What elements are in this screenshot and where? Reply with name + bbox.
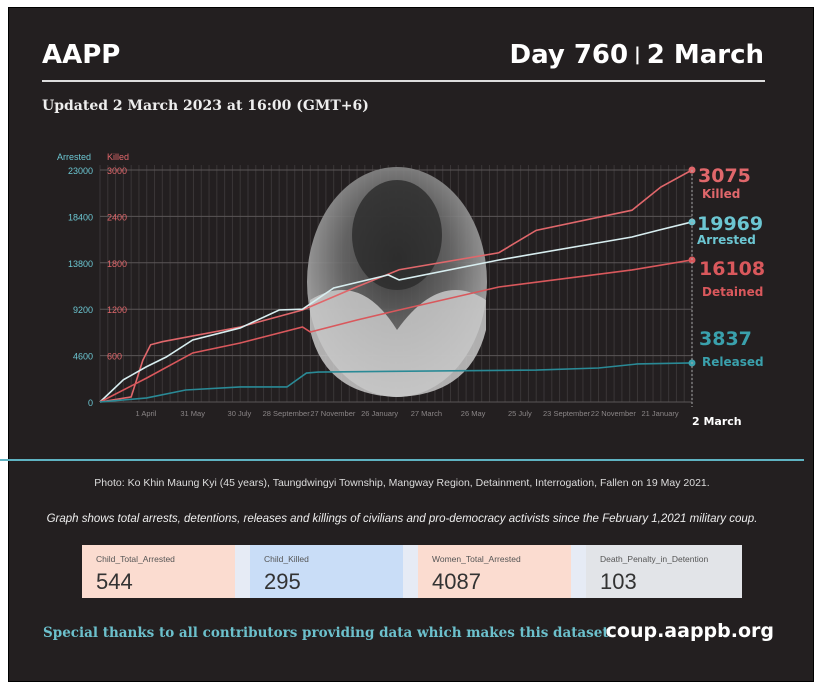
day-date: 2 March — [646, 40, 764, 70]
x-tick-label: 28 September — [263, 409, 311, 418]
end-value-arrested: 19969 — [697, 213, 763, 235]
x-tick-label: 23 September — [543, 409, 591, 418]
right-axis-title: Killed — [107, 152, 129, 162]
card-child-killed: Child_Killed 295 — [250, 545, 403, 598]
right-tick-label: 1200 — [107, 305, 127, 315]
x-tick-label: 30 July — [228, 409, 252, 418]
cumulative-chart: 0 4600 9200 13800 18400 23000 600 1200 1800 2400 3… — [57, 152, 765, 428]
end-date-label: 2 March — [692, 415, 742, 428]
x-tick-label: 27 March — [411, 409, 442, 418]
right-tick-label: 2400 — [107, 212, 127, 222]
card-women-total-arrested: Women_Total_Arrested 4087 — [418, 545, 571, 598]
left-tick-label: 9200 — [73, 305, 93, 315]
card-value: 103 — [600, 569, 637, 594]
series-endpoint-arrested — [688, 218, 696, 226]
graph-caption: Graph shows total arrests, detentions, r… — [46, 513, 758, 525]
card-death-penalty: Death_Penalty_in_Detention 103 — [586, 545, 742, 598]
separator: | — [634, 44, 641, 65]
x-tick-label: 1 April — [136, 409, 157, 418]
left-tick-label: 4600 — [73, 352, 93, 362]
end-value-detained: 16108 — [699, 258, 765, 280]
card-label: Child_Total_Arrested — [96, 554, 175, 564]
end-label-detained: Detained — [702, 285, 763, 299]
day-number: Day 760 — [509, 40, 629, 70]
card-label: Child_Killed — [264, 554, 309, 564]
left-tick-label: 13800 — [68, 259, 93, 269]
right-tick-label: 1800 — [107, 259, 127, 269]
day-counter: Day 760 | 2 March — [510, 40, 765, 70]
end-label-killed: Killed — [702, 187, 740, 201]
x-tick-label: 26 January — [361, 409, 398, 418]
end-value-killed: 3075 — [698, 165, 751, 187]
x-tick-label: 21 January — [642, 409, 679, 418]
card-value: 4087 — [432, 569, 481, 594]
series-line-killed — [99, 169, 693, 403]
card-label: Death_Penalty_in_Detention — [600, 554, 709, 564]
card-value: 295 — [264, 569, 301, 594]
left-tick-label: 23000 — [68, 166, 93, 176]
card-child-total-arrested: Child_Total_Arrested 544 — [82, 545, 235, 598]
website-link[interactable]: coup.aappb.org — [605, 620, 774, 642]
x-tick-label: 31 May — [180, 409, 205, 418]
x-tick-label: 22 November — [591, 409, 637, 418]
series-line-released — [99, 362, 693, 403]
left-axis-title: Arrested — [57, 152, 91, 162]
x-tick-label: 26 May — [461, 409, 486, 418]
end-value-released: 3837 — [699, 328, 752, 350]
section-divider — [0, 459, 804, 461]
x-tick-label: 27 November — [310, 409, 356, 418]
header-rule — [42, 80, 765, 82]
end-label-arrested: Arrested — [697, 233, 756, 247]
series-line-arrested — [99, 221, 693, 403]
brand-title: AAPP — [42, 40, 121, 70]
x-tick-label: 25 July — [508, 409, 532, 418]
end-label-released: Released — [702, 355, 764, 369]
card-value: 544 — [96, 569, 133, 594]
left-tick-label: 0 — [88, 398, 93, 408]
photo-caption: Photo: Ko Khin Maung Kyi (45 years), Tau… — [94, 477, 710, 489]
series-line-detained — [99, 259, 693, 403]
thanks-note: Special thanks to all contributors provi… — [43, 625, 614, 641]
stat-cards: Child_Total_Arrested 544 Child_Killed 295 … — [82, 545, 742, 598]
victim-photo — [307, 167, 487, 397]
updated-timestamp: Updated 2 March 2023 at 16:00 (GMT+6) — [42, 98, 369, 114]
card-label: Women_Total_Arrested — [432, 554, 521, 564]
left-tick-label: 18400 — [68, 212, 93, 222]
right-tick-label: 3000 — [107, 166, 127, 176]
right-tick-label: 600 — [107, 352, 122, 362]
